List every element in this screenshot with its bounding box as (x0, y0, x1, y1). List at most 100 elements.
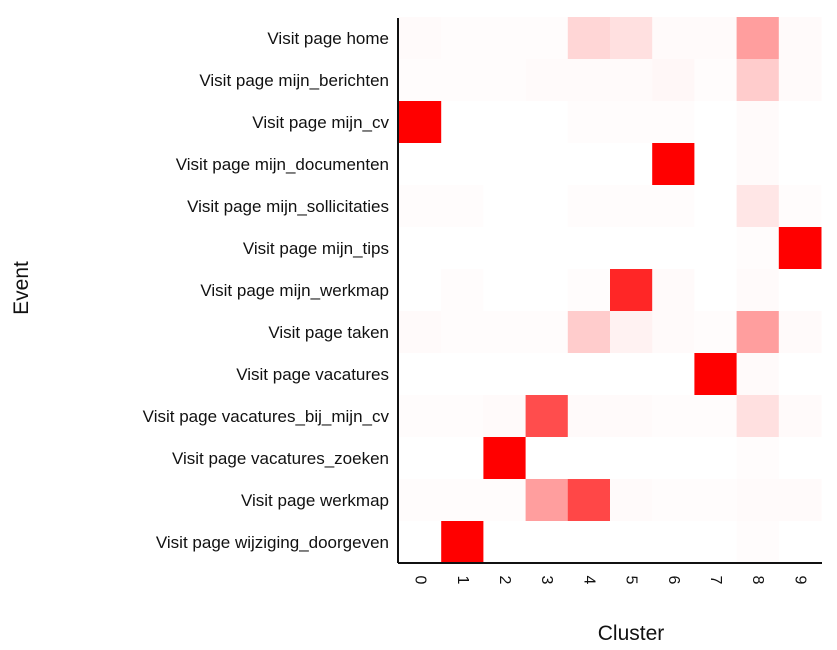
heatmap-cell (567, 185, 611, 228)
x-tick-labels: 0 1 2 3 4 5 6 7 8 9 (412, 576, 809, 585)
heatmap-cell (483, 395, 527, 438)
heatmap-cell (736, 437, 780, 480)
heatmap-cell (610, 17, 653, 60)
heatmap-cell (567, 311, 611, 354)
heatmap-cell (399, 101, 442, 144)
heatmap-cell (525, 101, 569, 144)
heatmap-cell (567, 353, 611, 396)
x-tick-label: 5 (623, 576, 640, 585)
heatmap-cell (736, 395, 780, 438)
heatmap-cell (694, 269, 738, 312)
heatmap-cell (778, 521, 822, 564)
heatmap-cell (610, 185, 653, 228)
heatmap-cell (399, 143, 442, 186)
heatmap-cell (694, 227, 738, 270)
heatmap-cell (483, 521, 527, 564)
heatmap-cell (694, 395, 738, 438)
heatmap-cell (778, 17, 822, 60)
heatmap-cell (610, 311, 653, 354)
heatmap-cell (399, 437, 442, 480)
heatmap-cell (483, 353, 527, 396)
heatmap-cell (567, 269, 611, 312)
heatmap-cell (694, 143, 738, 186)
heatmap-cell (610, 59, 653, 102)
heatmap-cell (652, 437, 695, 480)
x-tick-label: 8 (749, 576, 766, 585)
row-label: Visit page vacatures_bij_mijn_cv (143, 407, 390, 426)
heatmap-cell (399, 185, 442, 228)
heatmap-cells (399, 17, 822, 564)
heatmap-cell (610, 227, 653, 270)
heatmap-cell (736, 227, 780, 270)
heatmap-cell (525, 395, 569, 438)
row-label: Visit page mijn_sollicitaties (187, 197, 389, 216)
row-label: Visit page mijn_tips (243, 239, 389, 258)
heatmap-cell (778, 101, 822, 144)
heatmap-cell (399, 479, 442, 522)
heatmap-cell (483, 269, 527, 312)
heatmap-cell (778, 353, 822, 396)
heatmap-cell (525, 437, 569, 480)
heatmap-cell (778, 59, 822, 102)
heatmap-cell (736, 17, 780, 60)
x-tick-label: 6 (665, 576, 682, 585)
heatmap-cell (441, 185, 484, 228)
heatmap-cell (736, 185, 780, 228)
row-label: Visit page vacatures (236, 365, 389, 384)
heatmap-cell (567, 521, 611, 564)
heatmap-cell (567, 59, 611, 102)
heatmap-cell (483, 185, 527, 228)
x-tick-label: 4 (580, 576, 597, 585)
x-tick-label: 0 (412, 576, 429, 585)
heatmap-cell (778, 311, 822, 354)
heatmap-cell (441, 521, 484, 564)
heatmap-cell (652, 185, 695, 228)
heatmap-cell (525, 143, 569, 186)
x-tick-label: 9 (791, 576, 808, 585)
heatmap-cell (441, 17, 484, 60)
row-label: Visit page mijn_werkmap (200, 281, 389, 300)
heatmap-cell (441, 269, 484, 312)
row-label: Visit page home (267, 29, 389, 48)
heatmap-cell (694, 479, 738, 522)
heatmap-cell (652, 311, 695, 354)
row-labels: Visit page home Visit page mijn_berichten… (143, 29, 390, 552)
heatmap-cell (778, 479, 822, 522)
heatmap-cell (441, 101, 484, 144)
heatmap-cell (399, 227, 442, 270)
heatmap-cell (483, 143, 527, 186)
heatmap-cell (736, 269, 780, 312)
heatmap-cell (399, 17, 442, 60)
heatmap-cell (610, 353, 653, 396)
heatmap-cell (441, 59, 484, 102)
heatmap-cell (483, 59, 527, 102)
heatmap-cell (567, 101, 611, 144)
y-axis-title: Event (10, 261, 33, 315)
heatmap-cell (694, 437, 738, 480)
heatmap-cell (652, 101, 695, 144)
heatmap-cell (610, 479, 653, 522)
heatmap-cell (694, 353, 738, 396)
heatmap-cell (441, 143, 484, 186)
heatmap-cell (567, 479, 611, 522)
heatmap-cell (694, 59, 738, 102)
heatmap-cell (652, 479, 695, 522)
heatmap-cell (652, 227, 695, 270)
heatmap-cell (441, 479, 484, 522)
heatmap-cell (778, 437, 822, 480)
heatmap-cell (736, 59, 780, 102)
heatmap-cell (694, 101, 738, 144)
x-tick-label: 3 (538, 576, 555, 585)
heatmap-cell (610, 143, 653, 186)
heatmap-cell (694, 17, 738, 60)
heatmap-cell (610, 437, 653, 480)
heatmap-cell (441, 311, 484, 354)
heatmap-cell (483, 311, 527, 354)
heatmap-cell (736, 143, 780, 186)
heatmap-cell (652, 17, 695, 60)
row-label: Visit page mijn_berichten (199, 71, 389, 90)
heatmap-cell (567, 395, 611, 438)
heatmap-cell (694, 311, 738, 354)
row-label: Visit page vacatures_zoeken (172, 449, 389, 468)
